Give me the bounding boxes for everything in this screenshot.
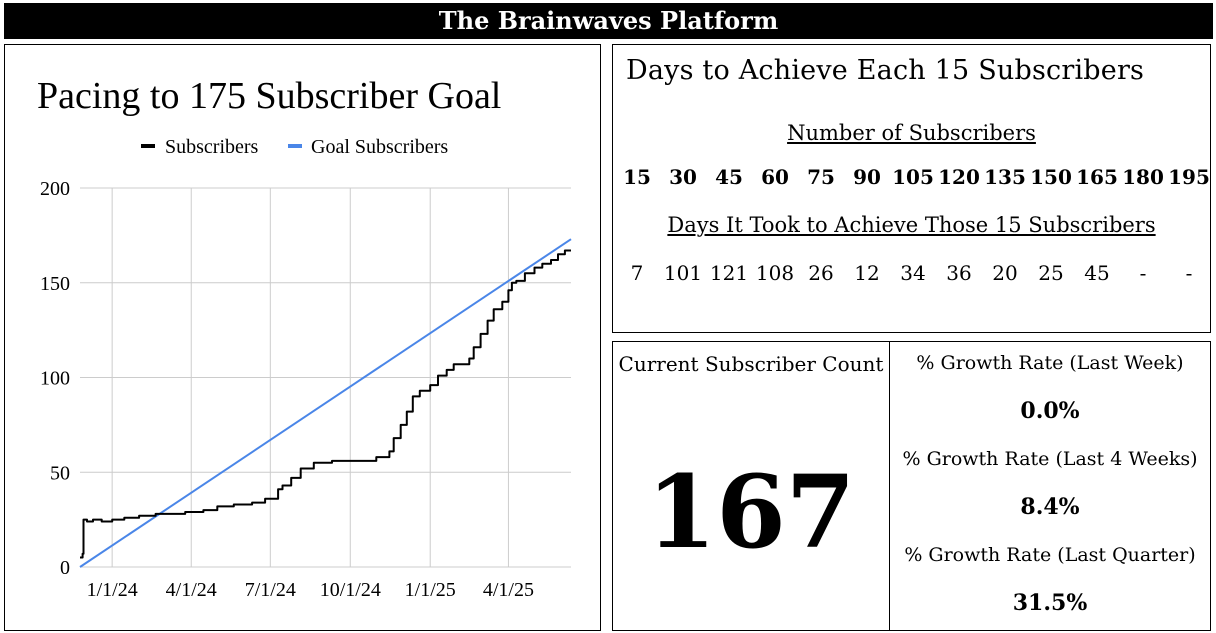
days-to-achieve-panel: Days to Achieve Each 15 Subscribers Numb… — [612, 44, 1211, 333]
milestone-value: 30 — [669, 165, 697, 189]
milestone-value: 75 — [807, 165, 835, 189]
milestone-value: 90 — [853, 165, 881, 189]
milestone-value: 150 — [1030, 165, 1072, 189]
days-taken-value: 36 — [946, 261, 972, 285]
current-count-value: 167 — [646, 453, 856, 571]
days-taken-value: 108 — [755, 261, 795, 285]
growth-week-label: % Growth Rate (Last Week) — [916, 352, 1184, 374]
subscribers-line — [80, 249, 571, 559]
y-tick-label: 50 — [50, 462, 70, 484]
days-taken-value: 45 — [1084, 261, 1110, 285]
legend-label: Goal Subscribers — [311, 136, 448, 158]
x-tick-label: 7/1/24 — [245, 579, 296, 601]
milestone-value: 120 — [938, 165, 980, 189]
pacing-chart: Pacing to 175 Subscriber Goal Subscribers… — [37, 75, 572, 601]
growth-4weeks-label: % Growth Rate (Last 4 Weeks) — [902, 448, 1198, 470]
goal-subscribers-line — [79, 238, 572, 568]
days-taken-value: - — [1139, 261, 1147, 285]
legend-label: Subscribers — [165, 136, 259, 158]
days-taken-header: Days It Took to Achieve Those 15 Subscri… — [667, 213, 1156, 237]
x-tick-label: 10/1/24 — [320, 579, 381, 601]
dashboard-title: The Brainwaves Platform — [4, 3, 1213, 39]
milestone-value: 15 — [623, 165, 651, 189]
growth-quarter-value: 31.5% — [1012, 590, 1088, 616]
milestone-value: 45 — [715, 165, 743, 189]
days-taken-row: 7 101 121 108 26 12 34 36 20 25 45 - - — [613, 261, 1210, 291]
days-taken-value: 7 — [630, 261, 644, 285]
y-tick-label: 0 — [60, 557, 70, 579]
days-taken-value: 12 — [854, 261, 880, 285]
x-tick-label: 1/1/25 — [405, 579, 456, 601]
growth-week-value: 0.0% — [1020, 398, 1080, 424]
y-tick-label: 200 — [40, 178, 70, 200]
stats-divider — [889, 342, 890, 630]
chart-title: Pacing to 175 Subscriber Goal — [37, 75, 501, 117]
days-panel-title: Days to Achieve Each 15 Subscribers — [626, 55, 1145, 86]
milestone-value: 135 — [984, 165, 1026, 189]
subscriber-stats-panel: Current Subscriber Count 167 % Growth Ra… — [612, 341, 1211, 631]
milestone-row: 15 30 45 60 75 90 105 120 135 150 165 180 195 — [613, 165, 1210, 195]
days-taken-value: 26 — [808, 261, 834, 285]
current-count-label: Current Subscriber Count — [618, 352, 884, 376]
milestone-value: 165 — [1076, 165, 1118, 189]
subscriber-chart-panel: Pacing to 175 Subscriber Goal Subscribers… — [4, 44, 601, 631]
y-tick-label: 100 — [40, 368, 70, 390]
number-of-subscribers-header: Number of Subscribers — [787, 121, 1036, 145]
milestone-value: 60 — [761, 165, 789, 189]
x-tick-label: 1/1/24 — [87, 579, 138, 601]
legend-swatch — [288, 144, 302, 148]
milestone-value: 195 — [1168, 165, 1210, 189]
milestone-value: 180 — [1122, 165, 1164, 189]
legend-swatch — [141, 144, 155, 148]
y-tick-label: 150 — [40, 273, 70, 295]
days-taken-value: - — [1185, 261, 1193, 285]
x-tick-label: 4/1/25 — [483, 579, 534, 601]
days-taken-value: 25 — [1038, 261, 1064, 285]
milestone-value: 105 — [892, 165, 934, 189]
growth-4weeks-value: 8.4% — [1020, 494, 1080, 520]
x-tick-label: 4/1/24 — [166, 579, 217, 601]
days-taken-value: 20 — [992, 261, 1018, 285]
growth-quarter-label: % Growth Rate (Last Quarter) — [904, 544, 1196, 566]
days-taken-value: 34 — [900, 261, 926, 285]
days-taken-value: 101 — [663, 261, 703, 285]
days-taken-value: 121 — [709, 261, 749, 285]
